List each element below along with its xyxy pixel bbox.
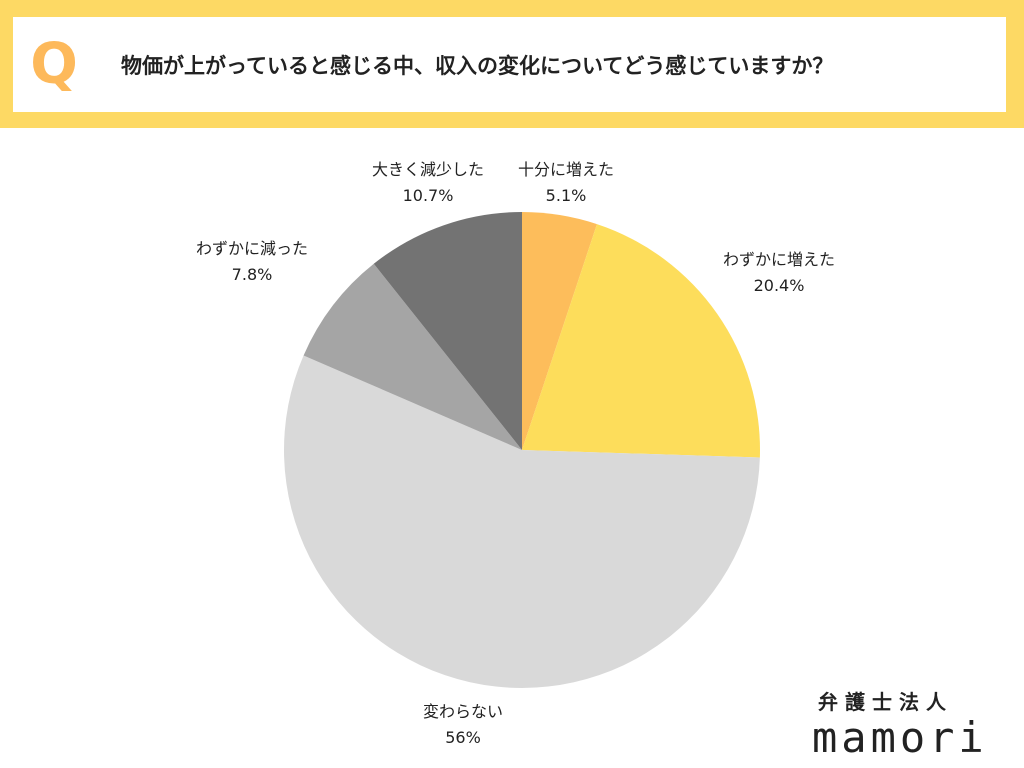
pie-slice <box>522 212 597 450</box>
slice-label: わずかに増えた <box>723 250 835 269</box>
slice-value-label: 20.4% <box>754 276 805 295</box>
pie-slice <box>303 263 522 450</box>
slice-value-label: 56% <box>445 728 481 747</box>
pie-slice <box>283 355 760 688</box>
slice-label: 大きく減少した <box>372 160 484 179</box>
brand-name: mamori <box>812 713 988 762</box>
brand-logo: 弁護士法人 mamori <box>812 686 1012 759</box>
question-box: Q 物価が上がっていると感じる中、収入の変化についてどう感じていますか？ <box>13 17 1006 112</box>
question-text: 物価が上がっていると感じる中、収入の変化についてどう感じていますか？ <box>121 53 834 78</box>
pie-slice <box>373 212 522 450</box>
q-mark: Q <box>30 31 78 97</box>
brand-firm-type: 弁護士法人 <box>818 690 953 714</box>
slice-value-label: 7.8% <box>232 265 273 284</box>
slice-value-label: 10.7% <box>403 186 454 205</box>
slice-value-label: 5.1% <box>546 186 587 205</box>
question-banner: Q 物価が上がっていると感じる中、収入の変化についてどう感じていますか？ <box>0 0 1024 128</box>
slice-label: 変わらない <box>423 702 503 721</box>
slice-label: わずかに減った <box>196 239 308 258</box>
slice-label: 十分に増えた <box>518 160 614 179</box>
pie-slice <box>522 224 760 458</box>
